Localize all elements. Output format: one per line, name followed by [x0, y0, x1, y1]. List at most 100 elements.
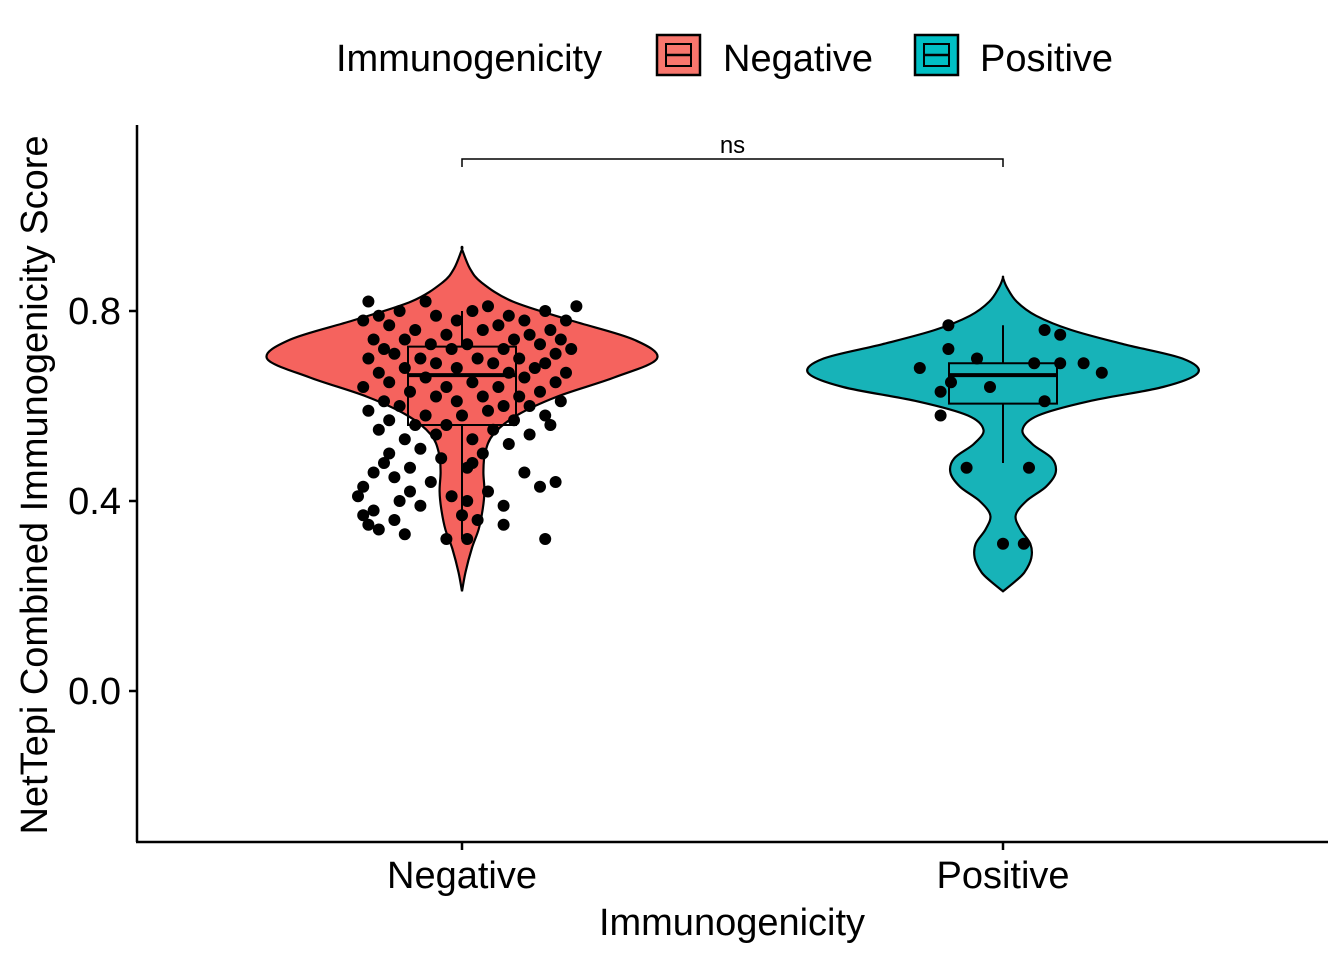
data-point: [497, 343, 510, 355]
data-point: [398, 433, 411, 446]
x-tick-label: Negative: [387, 855, 537, 897]
data-point: [971, 352, 983, 365]
data-point: [404, 461, 416, 474]
data-point: [367, 466, 380, 479]
data-point: [357, 314, 370, 327]
data-point: [1077, 357, 1090, 370]
data-point: [1028, 357, 1041, 370]
data-point: [367, 333, 380, 346]
data-point: [482, 404, 494, 417]
data-point: [398, 528, 411, 541]
data-point: [430, 309, 442, 322]
data-point: [513, 390, 526, 403]
significance-label: ns: [720, 132, 745, 159]
data-point: [1095, 366, 1108, 379]
data-point: [518, 371, 531, 384]
data-point: [362, 295, 375, 308]
data-point: [461, 338, 474, 351]
data-point: [539, 533, 552, 545]
data-point: [476, 447, 489, 460]
data-point: [1054, 357, 1067, 370]
data-point: [534, 338, 546, 351]
data-point: [984, 381, 996, 393]
data-point: [523, 400, 536, 412]
legend-key-negative-box: [665, 43, 692, 67]
data-point: [383, 414, 396, 427]
data-point: [476, 390, 489, 403]
data-point: [549, 376, 562, 389]
data-point: [492, 381, 505, 393]
data-point: [409, 419, 422, 431]
data-point: [362, 352, 375, 365]
data-point: [1038, 324, 1051, 336]
data-point: [544, 324, 557, 336]
data-point: [461, 495, 474, 507]
y-axis-title: NetTepi Combined Immunogenicity Score: [14, 135, 56, 834]
data-point: [456, 509, 468, 522]
data-point: [435, 452, 448, 465]
data-point: [549, 476, 562, 488]
data-point: [570, 300, 583, 313]
significance-bracket: ns: [461, 132, 1004, 167]
legend-title: Immunogenicity: [336, 38, 602, 80]
data-point: [508, 333, 520, 346]
data-point: [482, 485, 494, 498]
data-point: [367, 504, 380, 517]
data-point: [393, 400, 406, 412]
data-point: [383, 447, 396, 460]
data-point: [372, 309, 385, 322]
data-point: [378, 457, 390, 469]
data-point: [450, 314, 463, 327]
data-point: [378, 343, 390, 355]
significance-bracket-line: [461, 158, 1004, 167]
data-point: [450, 395, 463, 408]
data-point: [388, 514, 401, 526]
data-point: [440, 328, 453, 341]
legend-label-negative: Negative: [723, 38, 873, 80]
data-point: [560, 314, 572, 327]
data-point: [1017, 537, 1030, 550]
legend-entry-positive: Positive: [913, 33, 1113, 80]
data-point: [497, 499, 510, 512]
data-point: [404, 385, 416, 398]
data-point: [554, 333, 567, 346]
data-point: [372, 366, 385, 379]
data-point: [502, 366, 515, 379]
data-point: [518, 466, 531, 479]
data-point: [1038, 395, 1051, 408]
data-point: [471, 352, 484, 365]
data-point: [466, 376, 479, 389]
data-point: [450, 362, 463, 374]
data-point: [934, 409, 947, 422]
data-point: [539, 409, 552, 422]
data-point: [398, 362, 411, 374]
data-point: [393, 305, 406, 317]
y-tick-label: 0.4: [68, 481, 121, 523]
legend-key-positive-box: [923, 43, 950, 67]
data-point: [1023, 461, 1035, 474]
data-point: [424, 476, 437, 488]
legend-label-positive: Positive: [980, 38, 1113, 80]
data-point: [466, 433, 479, 446]
data-point: [466, 305, 479, 317]
data-point: [518, 314, 531, 327]
data-point: [393, 495, 406, 507]
data-point: [554, 395, 567, 408]
data-point: [409, 324, 422, 336]
data-point: [945, 376, 957, 389]
data-point: [492, 319, 505, 332]
data-point: [549, 347, 562, 360]
data-point: [934, 385, 947, 398]
data-point: [419, 371, 432, 384]
data-point: [388, 347, 401, 360]
data-point: [476, 324, 489, 336]
data-point: [372, 523, 385, 536]
data-point: [352, 490, 364, 503]
data-point: [997, 537, 1009, 550]
y-tick-label: 0.8: [68, 291, 121, 333]
data-point: [430, 428, 442, 441]
data-point: [440, 533, 453, 545]
data-point: [378, 395, 390, 408]
data-point: [560, 366, 572, 379]
